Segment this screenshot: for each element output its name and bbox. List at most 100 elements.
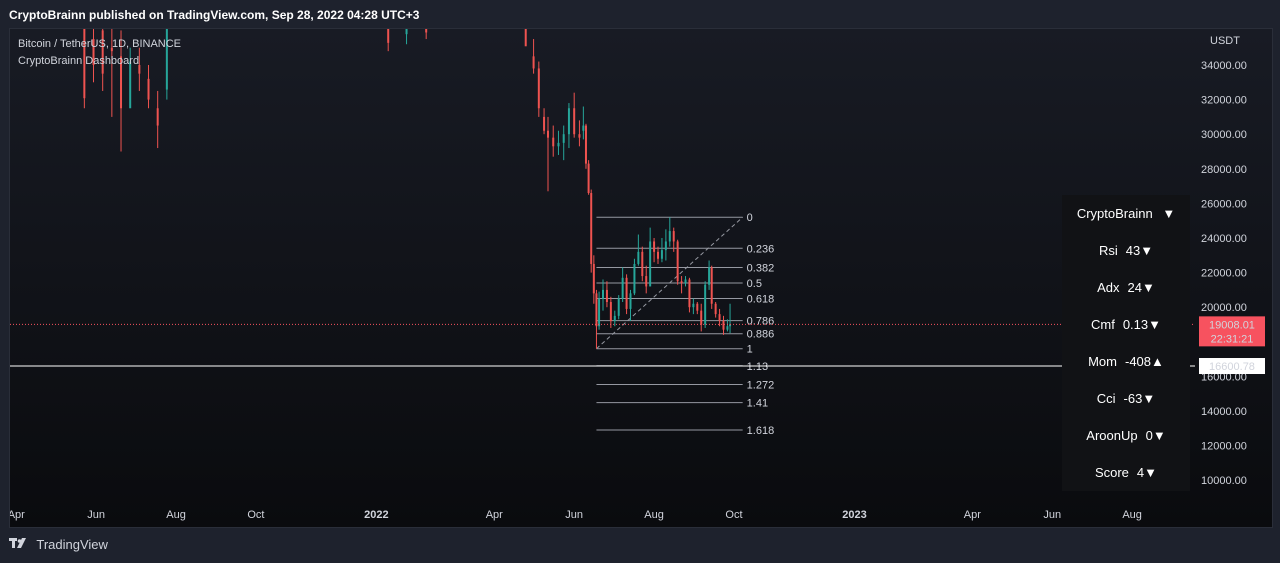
y-tick-label: 24000.00 bbox=[1201, 233, 1247, 245]
candle-body[interactable] bbox=[92, 39, 95, 65]
candle-body[interactable] bbox=[664, 241, 667, 251]
candle-body[interactable] bbox=[609, 302, 612, 322]
dashboard-title-row[interactable]: CryptoBrainn ▼ bbox=[1062, 206, 1190, 221]
candle-body[interactable] bbox=[524, 29, 527, 47]
indicator-line[interactable]: CryptoBrainn Dashboard bbox=[18, 55, 140, 67]
candle-body[interactable] bbox=[562, 134, 565, 143]
candle-body[interactable] bbox=[617, 298, 620, 316]
chart-frame[interactable]: 34000.00 32000.00 30000.00 28000.00 26000.00… bbox=[9, 28, 1273, 528]
chart-legend: Bitcoin / TetherUS, 1D, BINANCE CryptoBr… bbox=[18, 36, 181, 70]
candle-body[interactable] bbox=[660, 250, 663, 259]
candle-body[interactable] bbox=[637, 251, 640, 264]
candle-body[interactable] bbox=[680, 281, 683, 283]
price-countdown: 22:31:21 bbox=[1211, 333, 1254, 345]
dashboard-row-label: Cmf bbox=[1090, 317, 1115, 332]
candle-body[interactable] bbox=[578, 134, 581, 138]
candle-body[interactable] bbox=[726, 326, 729, 330]
dashboard-row-label: AroonUp bbox=[1086, 428, 1138, 443]
triangle-down-icon: ▼ bbox=[1144, 465, 1158, 480]
triangle-up-icon: ▲ bbox=[1151, 354, 1164, 369]
candle-body[interactable] bbox=[147, 78, 150, 100]
y-tick-label: 34000.00 bbox=[1201, 60, 1247, 72]
candle-body[interactable] bbox=[590, 193, 593, 264]
candle-body[interactable] bbox=[633, 263, 636, 294]
candle-body[interactable] bbox=[156, 108, 159, 126]
candle-body[interactable] bbox=[714, 303, 717, 315]
candle-body[interactable] bbox=[387, 29, 390, 43]
candle-body[interactable] bbox=[595, 293, 598, 327]
candle-body[interactable] bbox=[573, 108, 576, 135]
fib-trend-line[interactable] bbox=[596, 216, 743, 350]
candle-body[interactable] bbox=[537, 68, 540, 109]
fib-level-label: 0.382 bbox=[747, 262, 775, 274]
candle-body[interactable] bbox=[129, 61, 132, 109]
dashboard-row-value: 24 bbox=[1127, 280, 1142, 295]
candle-body[interactable] bbox=[718, 314, 721, 322]
candle-body[interactable] bbox=[729, 324, 732, 327]
candle-body[interactable] bbox=[692, 303, 695, 308]
candle-body[interactable] bbox=[688, 279, 691, 308]
candle-body[interactable] bbox=[672, 231, 675, 242]
x-tick-label: Apr bbox=[964, 509, 981, 521]
candle-body[interactable] bbox=[587, 163, 590, 194]
candle-body[interactable] bbox=[138, 65, 141, 74]
candle-body[interactable] bbox=[710, 267, 713, 304]
dashboard-row-aroonup: AroonUp 0▼ bbox=[1062, 428, 1190, 443]
candle-body[interactable] bbox=[621, 277, 624, 299]
candle-body[interactable] bbox=[684, 279, 687, 283]
candle-body[interactable] bbox=[696, 303, 699, 311]
candle-body[interactable] bbox=[584, 125, 587, 164]
x-tick-label: Jun bbox=[565, 509, 583, 521]
candle-body[interactable] bbox=[120, 56, 123, 109]
candle-body[interactable] bbox=[165, 29, 168, 90]
candle-body[interactable] bbox=[613, 315, 616, 322]
candle-body[interactable] bbox=[405, 29, 408, 35]
candle-body[interactable] bbox=[592, 263, 595, 294]
candle-body[interactable] bbox=[722, 321, 725, 330]
candle-body[interactable] bbox=[83, 29, 86, 99]
dashboard-row-value: 0 bbox=[1145, 428, 1153, 443]
candle-body[interactable] bbox=[625, 277, 628, 309]
candle-body[interactable] bbox=[546, 130, 549, 138]
candle-body[interactable] bbox=[629, 293, 632, 309]
dashboard-row-label: Score bbox=[1094, 465, 1129, 480]
candle-body[interactable] bbox=[708, 267, 711, 285]
candle-body[interactable] bbox=[700, 310, 703, 325]
tradingview-logo-icon bbox=[9, 538, 29, 553]
x-tick-label: Oct bbox=[247, 509, 264, 521]
candle-body[interactable] bbox=[598, 298, 601, 327]
fib-level-label: 1 bbox=[747, 344, 753, 356]
candle-body[interactable] bbox=[567, 108, 570, 135]
x-tick-label: Aug bbox=[644, 509, 664, 521]
candle-body[interactable] bbox=[645, 276, 648, 287]
candle-body[interactable] bbox=[552, 137, 555, 147]
candle-body[interactable] bbox=[605, 289, 608, 303]
candle-body[interactable] bbox=[668, 231, 671, 242]
x-tick-label: Aug bbox=[1122, 509, 1142, 521]
candle-body[interactable] bbox=[425, 29, 428, 33]
fib-level-label: 0.886 bbox=[747, 329, 775, 341]
candle-body[interactable] bbox=[101, 30, 104, 74]
dashboard-row-value: -63 bbox=[1123, 391, 1143, 406]
symbol-line[interactable]: Bitcoin / TetherUS, 1D, BINANCE bbox=[18, 38, 182, 50]
candle-body[interactable] bbox=[110, 47, 113, 52]
y-tick-label: 12000.00 bbox=[1201, 441, 1247, 453]
candle-body[interactable] bbox=[649, 241, 652, 287]
dashboard-row-label: Cci bbox=[1096, 391, 1116, 406]
candle-body[interactable] bbox=[704, 284, 707, 325]
candle-body[interactable] bbox=[582, 125, 585, 131]
candle-body[interactable] bbox=[532, 56, 535, 69]
candle-body[interactable] bbox=[657, 251, 660, 259]
dashboard-row-value: 4 bbox=[1136, 465, 1145, 480]
price-chart[interactable]: 34000.00 32000.00 30000.00 28000.00 26000.00… bbox=[10, 29, 1272, 527]
candle-body[interactable] bbox=[543, 116, 546, 131]
x-tick-label: Apr bbox=[10, 509, 25, 521]
candle-body[interactable] bbox=[557, 142, 560, 147]
publisher-line: CryptoBrainn published on TradingView.co… bbox=[9, 8, 420, 22]
candle-body[interactable] bbox=[641, 251, 644, 277]
candle-body[interactable] bbox=[602, 289, 604, 299]
candle-body[interactable] bbox=[653, 241, 656, 252]
footer-brand: TradingView bbox=[36, 537, 108, 552]
candle-body[interactable] bbox=[676, 241, 679, 282]
x-tick-label: Apr bbox=[486, 509, 503, 521]
